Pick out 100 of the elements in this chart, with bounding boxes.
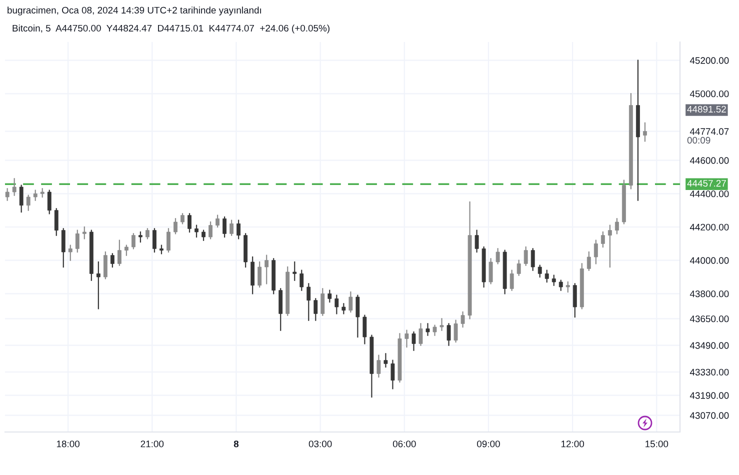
chart-title: bugracimen, Oca 08, 2024 14:39 UTC+2 tarihinde yayınlandı: [8, 6, 261, 16]
candlestick: [544, 270, 549, 283]
x-tick-label: 09:00: [477, 440, 500, 448]
candlestick: [124, 244, 128, 256]
y-tick-label: 43190.00: [690, 392, 729, 399]
x-tick-label: 18:00: [56, 440, 80, 448]
y-tick-label: 43330.00: [690, 368, 729, 376]
y-tick-label: 43490.00: [690, 342, 729, 349]
y-tick-label: 45000.00: [690, 90, 729, 98]
candlestick: [132, 233, 136, 250]
candlestick: [188, 213, 192, 233]
candlestick: [300, 270, 304, 291]
candlestick: [222, 216, 227, 238]
candlestick: [572, 283, 577, 318]
candlestick: [278, 288, 283, 331]
candlestick: [166, 228, 170, 253]
candlestick: [538, 264, 542, 278]
candlestick: [412, 331, 416, 351]
x-tick-label: 8: [234, 440, 239, 448]
x-tick-label: 03:00: [308, 440, 332, 448]
x-tick-label: 06:00: [392, 440, 416, 448]
candlestick: [446, 323, 451, 346]
candlestick: [432, 324, 437, 336]
candlestick: [216, 214, 220, 228]
x-tick-label: 21:00: [140, 440, 164, 448]
candlestick: [250, 256, 255, 294]
candlestick: [26, 194, 30, 211]
x-tick-label: 12:00: [561, 440, 584, 448]
x-tick-label: 15:00: [646, 440, 668, 448]
y-tick-label: 43800.00: [690, 290, 729, 298]
candlestick: [61, 228, 66, 268]
candlestick: [348, 291, 353, 313]
candlestick: [460, 311, 465, 328]
candlestick: [47, 190, 52, 214]
candlestick: [510, 270, 514, 291]
candlestick: [552, 274, 556, 286]
y-tick-label: 44400.00: [690, 190, 729, 198]
y-tick-label: 44600.00: [690, 157, 729, 164]
candlestick: [208, 221, 212, 240]
candlestick: [524, 246, 528, 266]
candlestick: [418, 323, 423, 346]
y-tick-label: 43070.00: [690, 412, 729, 419]
candlestick: [103, 251, 108, 280]
candlestick: [342, 303, 346, 314]
candlestick: [306, 283, 311, 321]
candlestick: [426, 323, 430, 336]
candlestick: [558, 280, 563, 291]
candlestick: [19, 184, 24, 213]
candlestick: [258, 261, 262, 288]
candlestick: [320, 288, 325, 316]
candlestick: [488, 258, 493, 284]
candlestick: [356, 294, 360, 338]
candlestick: [362, 314, 367, 344]
candlestick: [264, 254, 269, 284]
candlestick: [334, 294, 339, 314]
y-tick-label: 44774.07: [690, 128, 729, 135]
candlestick: [202, 230, 206, 241]
candlestick: [440, 318, 444, 331]
candlestick: [608, 224, 612, 268]
candlestick: [152, 228, 156, 253]
candlestick: [68, 244, 72, 261]
text: 00:09: [687, 136, 710, 144]
candlestick: [12, 178, 16, 196]
candlestick: [614, 218, 619, 234]
candlestick: [33, 190, 38, 201]
candlestick: [180, 213, 184, 224]
candlestick: [236, 220, 241, 240]
candlestick: [110, 253, 114, 268]
candlestick: [594, 240, 598, 264]
chart-subtitle: Bitcoin, 5 A44750.00 Y44824.47 D44715.01 K44774.07 +24.06 (+0.05%): [12, 24, 330, 34]
candlestick: [230, 220, 234, 236]
candlestick: [384, 353, 388, 368]
candlestick: [54, 208, 58, 236]
y-tick-label: 44000.00: [690, 257, 729, 264]
candlestick: [530, 248, 535, 271]
candlestick: [376, 354, 381, 378]
candlestick: [5, 188, 10, 201]
candlestick: [516, 260, 521, 276]
candlestick: [174, 218, 178, 234]
y-tick-label: 43650.00: [690, 315, 729, 322]
y-tick-label: 44200.00: [690, 224, 729, 231]
y-tick-label: 45200.00: [690, 57, 729, 64]
candlestick: [643, 122, 647, 142]
candlestick: [474, 230, 479, 253]
ref-line-label: 44457.27: [687, 180, 726, 187]
candlestick: [454, 320, 458, 343]
candlestick: [404, 330, 409, 348]
candlestick: [194, 224, 198, 238]
candlestick: [75, 230, 80, 253]
candlestick: [314, 298, 318, 321]
candlestick: [390, 360, 395, 390]
candlestick: [138, 231, 142, 243]
candlestick: [566, 281, 570, 293]
candlestick: [146, 228, 150, 240]
candlestick: [96, 261, 100, 310]
candlestick: [496, 248, 500, 264]
candlestick: [292, 261, 297, 281]
candlestick: [328, 290, 332, 303]
candlestick: [586, 251, 591, 271]
candlestick: [600, 231, 605, 248]
